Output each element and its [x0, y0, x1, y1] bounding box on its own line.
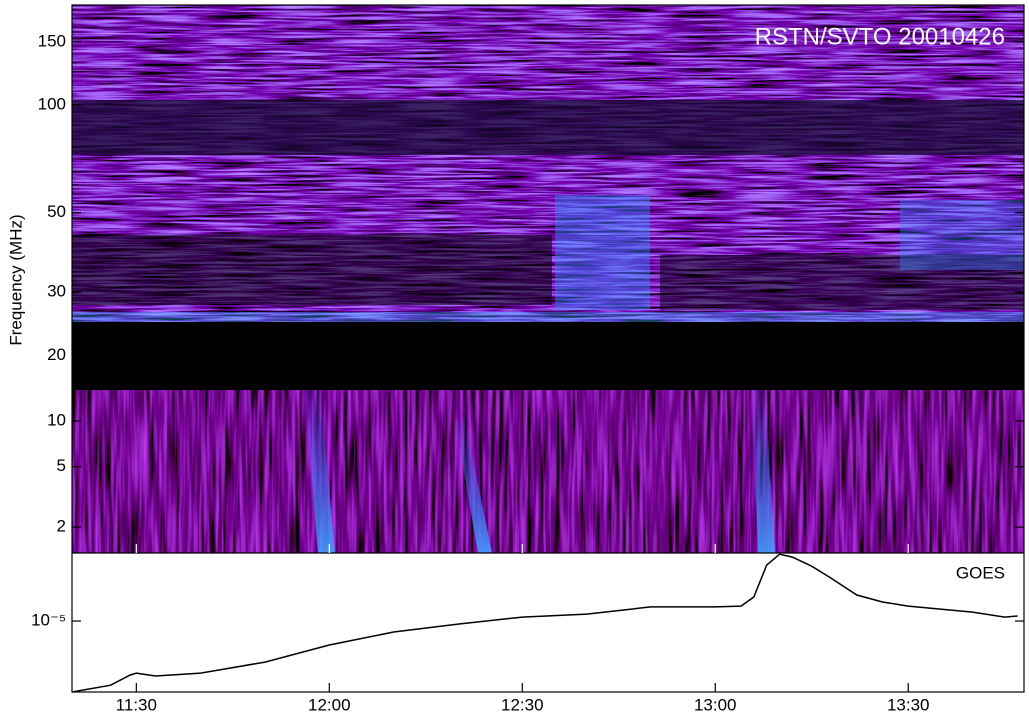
gap-band [72, 322, 1024, 390]
y-tick-label: 20 [47, 345, 66, 364]
plot-frame [71, 4, 1025, 693]
y-tick-label: 50 [47, 202, 66, 221]
x-tick-label: 13:00 [694, 695, 737, 714]
y-tick-label: 10 [47, 410, 66, 429]
lower-texture [72, 390, 1024, 553]
y-tick-label: 10⁻⁵ [31, 611, 66, 630]
y-tick-label: 30 [47, 282, 66, 301]
y-tick-label: 2 [57, 517, 66, 536]
type-iii-burst [305, 390, 335, 553]
spectrogram-image [72, 5, 1024, 553]
burst-region [555, 195, 650, 310]
dark-region [660, 255, 1024, 310]
chart-title: RSTN/SVTO 20010426 [755, 23, 1005, 50]
dark-region [72, 235, 552, 305]
type-iii-burst [752, 390, 775, 553]
x-tick-label: 13:30 [887, 695, 930, 714]
type-iii-burst [455, 420, 492, 553]
y-axis-label: Frequency (MHz) [6, 214, 25, 345]
x-tick-label: 12:30 [501, 695, 544, 714]
y-tick-label: 150 [38, 31, 66, 50]
burst-region [900, 200, 1024, 270]
y-tick-label: 100 [38, 94, 66, 113]
bright-band [72, 312, 1024, 324]
x-tick-label: 11:30 [116, 695, 157, 714]
quiet-band [72, 100, 1024, 155]
legend-label: GOES [956, 563, 1005, 582]
goes-flux-line [71, 553, 1018, 693]
y-tick-label: 5 [57, 456, 66, 475]
x-tick-label: 12:00 [308, 695, 351, 714]
